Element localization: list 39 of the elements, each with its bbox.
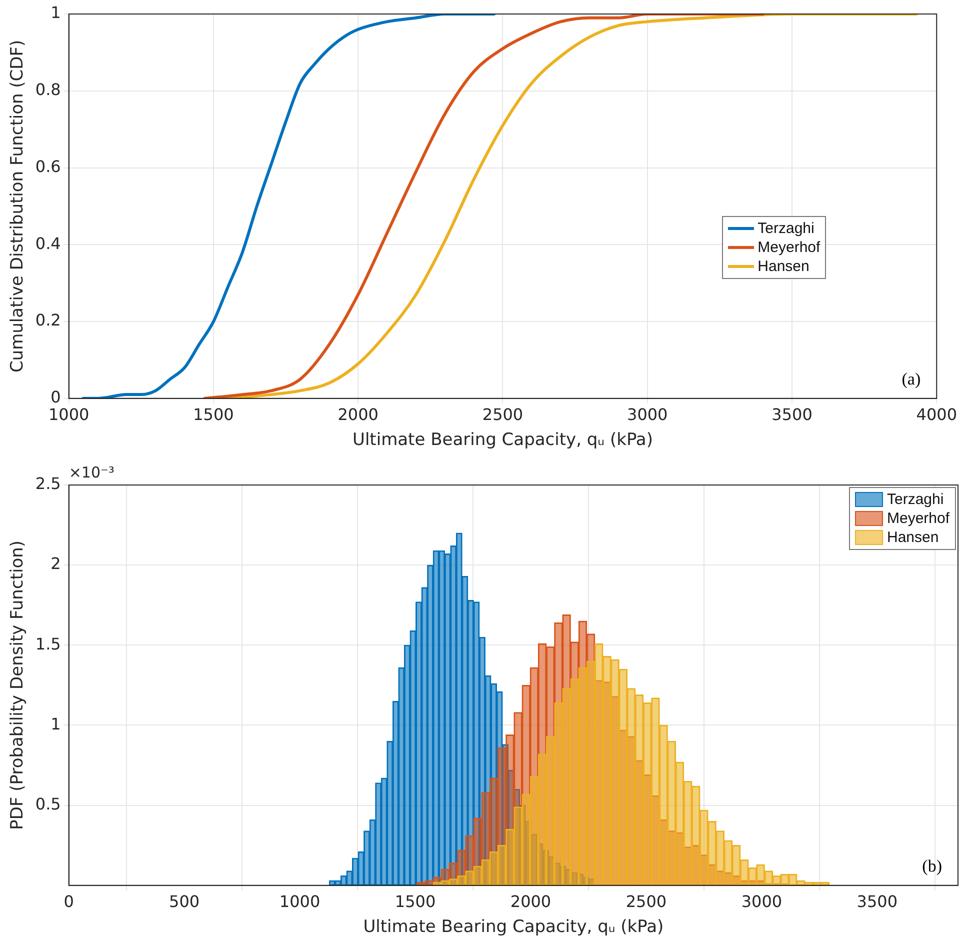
x-tick-label: 1500 [193, 405, 234, 424]
y-tick-label: 0.6 [35, 156, 61, 176]
y-axis-title: PDF (Probability Density Function) [8, 540, 28, 830]
legend-label: Terzaghi [758, 219, 814, 238]
y-tick-label: 0 [50, 388, 61, 407]
y-tick-label: 1 [50, 3, 61, 22]
x-tick-label: 500 [169, 892, 200, 912]
x-tick-label: 3500 [856, 892, 898, 912]
y-tick-label: 1.5 [35, 634, 61, 654]
y-tick-label: 2.5 [35, 474, 61, 494]
legend-label: Terzaghi [887, 490, 944, 509]
y-tick-label: 0.2 [35, 310, 61, 330]
x-tick-label: 1000 [279, 892, 320, 912]
y-axis-title: Cumulative Distribution Function (CDF) [8, 40, 28, 373]
x-tick-label: 2500 [626, 892, 667, 912]
text: ×10⁻³ [68, 463, 114, 482]
legend-label: Hansen [887, 528, 939, 547]
x-tick-label: 0 [64, 892, 74, 912]
y-tick-label: 1 [50, 714, 61, 734]
y-tick-label: 0.8 [35, 80, 61, 100]
x-tick-label: 3000 [627, 405, 668, 424]
x-axis-title: Ultimate Bearing Capacity, qᵤ (kPa) [363, 917, 664, 938]
x-axis-title: Ultimate Bearing Capacity, qᵤ (kPa) [352, 430, 653, 450]
x-tick-label: 2000 [510, 892, 552, 912]
x-tick-label: 3500 [772, 405, 812, 424]
y-tick-label: 0.4 [35, 234, 61, 253]
annotation: (a) [902, 369, 921, 388]
legend-label: Meyerhof [758, 238, 820, 258]
annotation: (b) [922, 856, 942, 876]
x-tick-label: 4000 [916, 405, 957, 424]
y-tick-label: 2 [50, 554, 61, 574]
x-tick-label: 2000 [338, 405, 378, 424]
legend-label: Hansen [758, 257, 810, 276]
x-tick-label: 1500 [394, 892, 436, 912]
x-tick-label: 3000 [741, 892, 782, 912]
y-tick-label: 0.5 [35, 794, 61, 814]
legend-label: Meyerhof [887, 509, 950, 528]
x-tick-label: 1000 [48, 405, 90, 424]
x-tick-label: 2500 [482, 405, 524, 424]
